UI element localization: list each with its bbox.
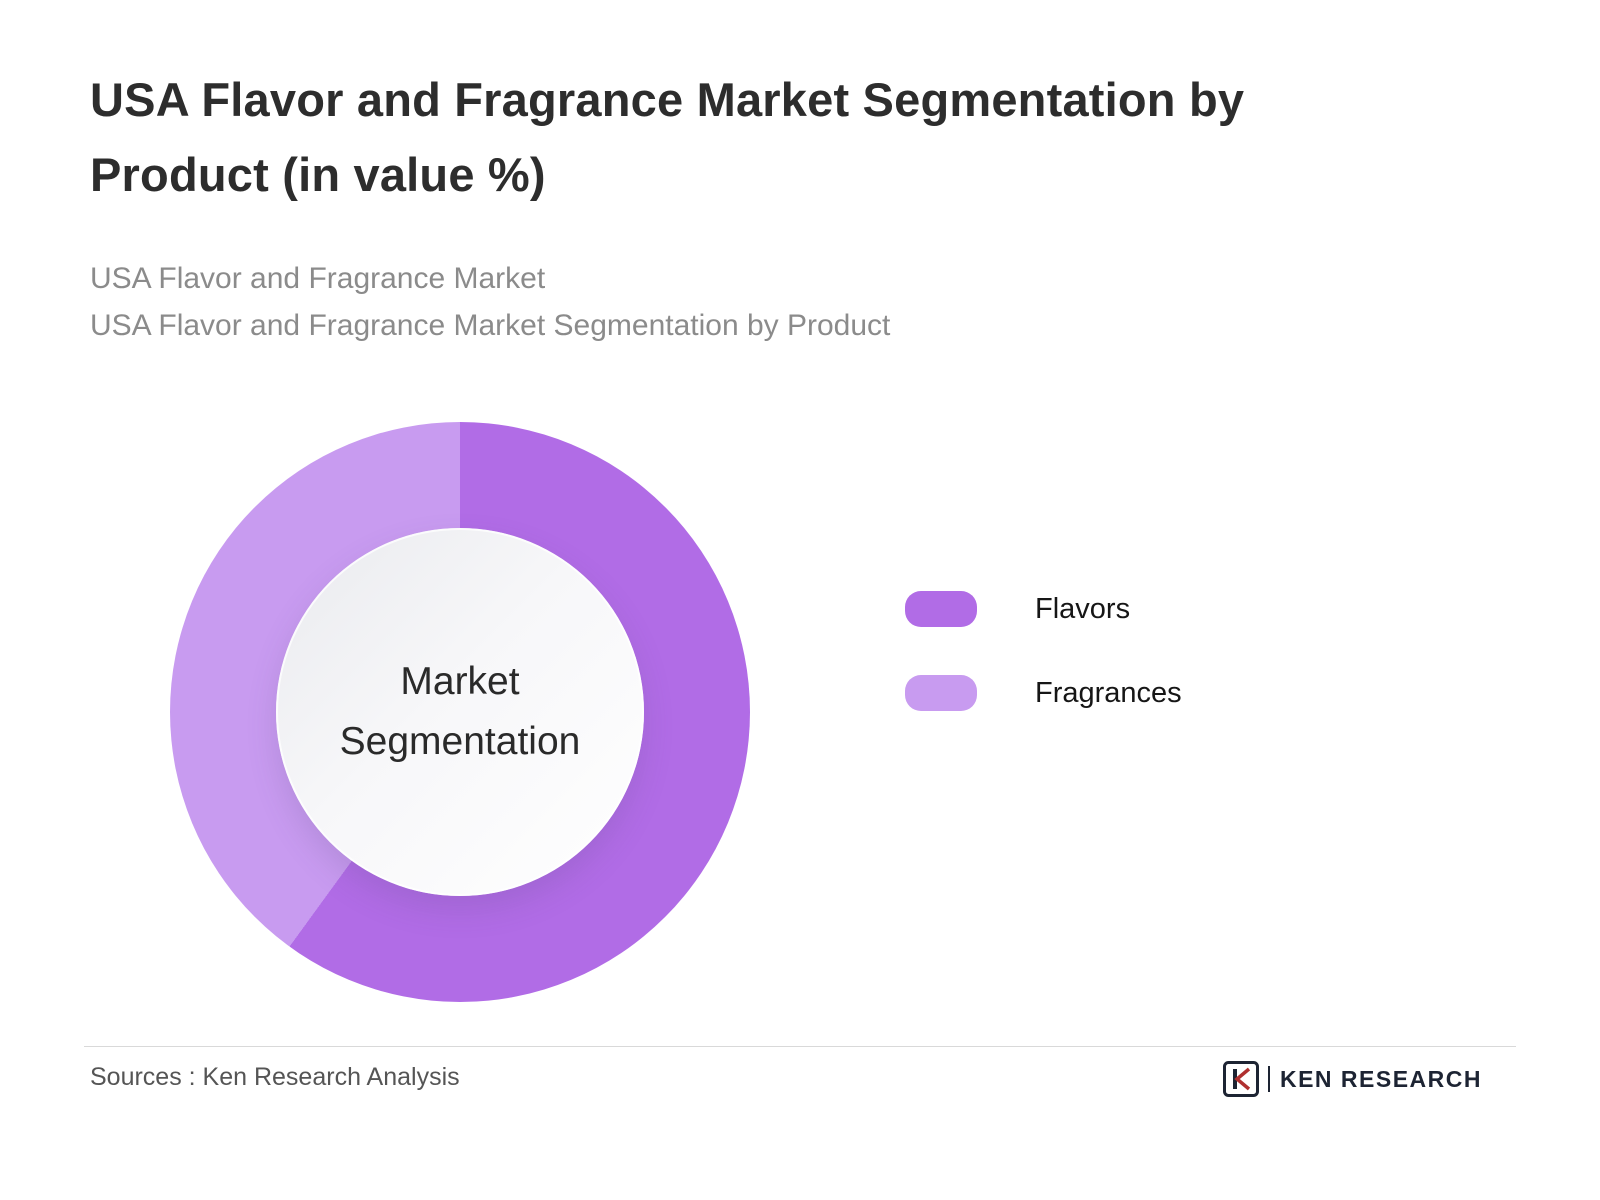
legend-label: Fragrances bbox=[1035, 676, 1182, 709]
donut-center: Market Segmentation bbox=[276, 528, 644, 896]
page-title: USA Flavor and Fragrance Market Segmenta… bbox=[90, 73, 1245, 202]
legend-swatch bbox=[905, 591, 977, 627]
footer-divider bbox=[84, 1046, 1516, 1047]
source-text: Sources : Ken Research Analysis bbox=[90, 1063, 460, 1091]
subtitle-line-1: USA Flavor and Fragrance Market bbox=[90, 262, 546, 295]
donut-ring: Market Segmentation bbox=[170, 422, 750, 1002]
ken-research-logo: KEN RESEARCH bbox=[1222, 1060, 1482, 1098]
legend-item-fragrances: Fragrances bbox=[905, 674, 1182, 712]
legend-item-flavors: Flavors bbox=[905, 590, 1182, 628]
logo-text: KEN RESEARCH bbox=[1279, 1065, 1482, 1092]
legend-label: Flavors bbox=[1035, 592, 1131, 625]
legend-swatch bbox=[905, 675, 977, 711]
subtitle-line-2: USA Flavor and Fragrance Market Segmenta… bbox=[90, 308, 891, 342]
logo-divider bbox=[1267, 1066, 1270, 1092]
chart-legend: Flavors Fragrances bbox=[905, 590, 1182, 758]
donut-center-label: Market Segmentation bbox=[339, 659, 581, 763]
ken-research-logo-icon bbox=[1222, 1061, 1259, 1097]
chart-subtitles: USA Flavor and Fragrance Market USA Flav… bbox=[90, 256, 1390, 349]
